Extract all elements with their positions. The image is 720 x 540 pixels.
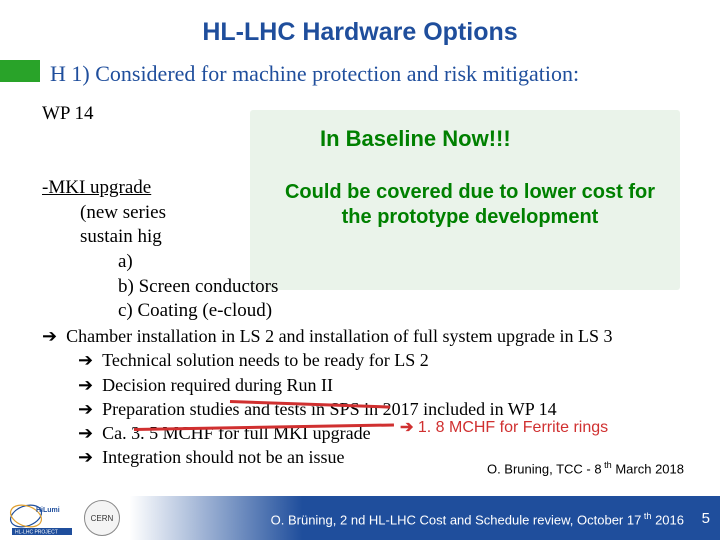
cite1-a: O. Bruning, TCC - 8	[487, 461, 602, 476]
bullet-marker	[0, 60, 40, 82]
mchf-annotation: ➔ 1. 8 MCHF for Ferrite rings	[400, 417, 608, 437]
citation-1: O. Bruning, TCC - 8 th March 2018	[487, 460, 684, 476]
arrow-icon: ➔	[42, 326, 57, 346]
covered-note: Could be covered due to lower cost for t…	[270, 180, 670, 230]
footer-citation: O. Brüning, 2 nd HL-LHC Cost and Schedul…	[271, 511, 684, 527]
hilumi-logo: HiLumi HL-LHC PROJECT	[6, 498, 78, 536]
arrow-s2: Decision required during Run II	[102, 375, 333, 395]
mki-heading: -MKI upgrade	[42, 177, 151, 198]
baseline-note: In Baseline Now!!!	[320, 126, 511, 152]
page-title: HL-LHC Hardware Options	[0, 0, 720, 47]
arrow-s5: Integration should not be an issue	[102, 447, 344, 467]
arrow-icon: ➔	[78, 423, 93, 443]
mki-l1a: (new series	[80, 202, 166, 223]
arrow-icon: ➔	[78, 375, 93, 395]
mchf-text: 1. 8 MCHF for Ferrite rings	[418, 419, 608, 436]
footer-a: O. Brüning, 2 nd HL-LHC Cost and Schedul…	[271, 512, 642, 527]
page-number: 5	[702, 510, 710, 527]
cite1-sup: th	[602, 460, 612, 470]
svg-text:HiLumi: HiLumi	[36, 507, 60, 514]
mki-block: -MKI upgrade (new series sustain hig a) …	[42, 176, 278, 324]
mki-l1b: sustain hig	[80, 226, 162, 247]
cern-logo: CERN	[84, 500, 120, 536]
arrow-main: Chamber installation in LS 2 and install…	[66, 326, 612, 346]
mki-c: c) Coating (e-cloud)	[118, 300, 272, 321]
arrow-icon: ➔	[78, 447, 93, 467]
footer-b: 2016	[651, 512, 684, 527]
cite1-b: March 2018	[612, 461, 684, 476]
arrow-icon: ➔	[78, 399, 93, 419]
arrow-s3: Preparation studies and tests in SPS in …	[102, 399, 556, 419]
arrow-icon: ➔	[78, 350, 93, 370]
arrow-s1: Technical solution needs to be ready for…	[102, 350, 429, 370]
arrow-icon: ➔	[400, 419, 413, 436]
cern-text: CERN	[91, 514, 114, 523]
section-heading: H 1) Considered for machine protection a…	[50, 61, 720, 87]
arrow-list: ➔ Chamber installation in LS 2 and insta…	[42, 324, 613, 470]
mki-a: a)	[118, 251, 133, 272]
footer-sup: th	[641, 511, 651, 521]
svg-text:HL-LHC PROJECT: HL-LHC PROJECT	[15, 530, 58, 536]
mki-b: b) Screen conductors	[118, 276, 278, 297]
